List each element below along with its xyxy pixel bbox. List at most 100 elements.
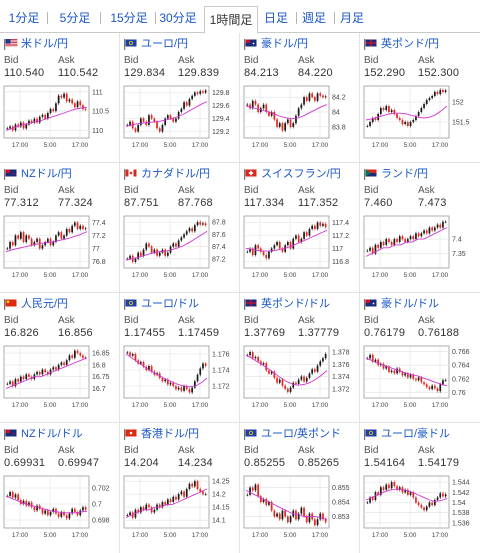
candle-body: [259, 496, 262, 502]
rate-card: ユーロ/豪ドル Bid Ask 1.54164 1.54179 1.544 1.542 1.5…: [360, 423, 480, 553]
candle-body: [183, 491, 185, 497]
x-tick-label: 17:00: [372, 272, 389, 279]
candle-body: [139, 118, 142, 125]
candle-body: [398, 487, 401, 490]
ask-value: 1.17459: [178, 327, 220, 339]
candle-body: [33, 507, 36, 511]
candle-body: [390, 370, 393, 372]
candle-body: [79, 225, 82, 229]
tab-daily[interactable]: 日足: [263, 11, 288, 25]
tab-1hour[interactable]: 1時間足: [204, 6, 258, 34]
candle-body: [131, 354, 134, 356]
price-chart[interactable]: 1.378 1.376 1.374 1.372 17:00 5:00 17:00: [242, 344, 358, 410]
tab-5min[interactable]: 5分足: [59, 11, 91, 25]
candle-body: [55, 103, 57, 112]
candle-body: [166, 252, 169, 256]
moving-average-line: [365, 105, 448, 121]
candle-body: [17, 124, 20, 127]
tab-1min[interactable]: 1分足: [8, 11, 40, 25]
tab-weekly[interactable]: 週足: [301, 11, 326, 25]
candle-body: [396, 486, 398, 490]
x-tick-label: 5:00: [284, 402, 297, 409]
tab-30min[interactable]: 30分足: [159, 11, 197, 25]
candle-body: [199, 368, 202, 375]
candle-body: [417, 377, 420, 381]
candle-body: [262, 104, 265, 109]
candle-body: [177, 112, 180, 119]
candle-body: [161, 502, 164, 508]
candle-body: [41, 114, 44, 117]
bid-header: Bid: [364, 315, 379, 326]
y-tick-label: 1.372: [332, 386, 350, 393]
candle-body: [9, 492, 11, 496]
candle-body: [36, 238, 38, 242]
candle-body: [444, 90, 447, 92]
candle-body: [442, 221, 444, 228]
x-tick-label: 5:00: [164, 272, 177, 279]
moving-average-line: [365, 357, 448, 387]
candle-body: [150, 366, 153, 372]
grid-divider: [119, 33, 120, 553]
pair-title: 豪ドル/ドル: [381, 298, 440, 310]
candle-body: [273, 371, 276, 378]
nz-flag-icon: [4, 429, 21, 440]
candle-body: [183, 234, 185, 238]
candle-body: [316, 93, 319, 101]
gb-flag-icon: [364, 39, 381, 50]
ask-header: Ask: [418, 185, 435, 196]
candle-body: [292, 123, 295, 127]
price-chart[interactable]: 7.4 7.35 17:00 5:00 17:00: [362, 214, 478, 280]
price-chart[interactable]: 0.855 0.854 0.853 17:00 5:00 17:00: [242, 474, 358, 540]
tab-15min[interactable]: 15分足: [110, 11, 148, 25]
candle-body: [286, 516, 289, 523]
tab-monthly[interactable]: 月足: [339, 11, 364, 25]
y-tick-label: 151.5: [452, 120, 470, 127]
ask-header: Ask: [178, 185, 195, 196]
candle-body: [439, 224, 442, 228]
candle-body: [22, 122, 25, 129]
candle-body: [164, 118, 167, 125]
candle-body: [425, 100, 428, 104]
candle-body: [273, 510, 276, 517]
candle-body: [60, 95, 63, 98]
candle-body: [150, 246, 153, 253]
chart-frame: [3, 475, 90, 529]
candle-body: [188, 389, 191, 393]
x-tick-label: 17:00: [192, 532, 209, 539]
price-chart[interactable]: 84.2 84 83.8 17:00 5:00 17:00: [242, 84, 358, 150]
bid-value: 110.540: [4, 67, 45, 79]
price-chart[interactable]: 152 151.5 17:00 5:00 17:00: [362, 84, 478, 150]
x-tick-label: 17:00: [72, 272, 89, 279]
y-tick-label: 0.764: [452, 363, 470, 370]
candle-body: [249, 487, 251, 495]
bid-header: Bid: [364, 185, 379, 196]
candle-body: [398, 118, 401, 120]
candle-body: [177, 387, 180, 390]
candle-body: [366, 250, 369, 252]
candle-body: [412, 120, 415, 122]
pair-title: ユーロ/豪ドル: [381, 428, 451, 440]
candle-body: [420, 233, 423, 237]
candle-body: [137, 509, 140, 513]
ask-value: 0.85265: [298, 457, 340, 469]
candle-body: [439, 90, 442, 94]
candle-body: [388, 239, 390, 242]
candle-body: [417, 233, 420, 237]
price-chart[interactable]: 16.85 16.8 16.75 16.7 17:00 5:00 17:00: [2, 344, 118, 410]
price-chart[interactable]: 87.8 87.6 87.4 87.2 17:00 5:00 17:00: [122, 214, 238, 280]
tab-separator: [296, 12, 297, 24]
candle-body: [428, 387, 431, 390]
ask-header: Ask: [58, 185, 75, 196]
chart-container: 1.378 1.376 1.374 1.372 17:00 5:00 17:00: [242, 344, 358, 410]
price-chart[interactable]: 1.176 1.174 1.172 17:00 5:00 17:00: [122, 344, 238, 410]
candle-body: [153, 509, 156, 513]
candle-body: [396, 368, 398, 374]
